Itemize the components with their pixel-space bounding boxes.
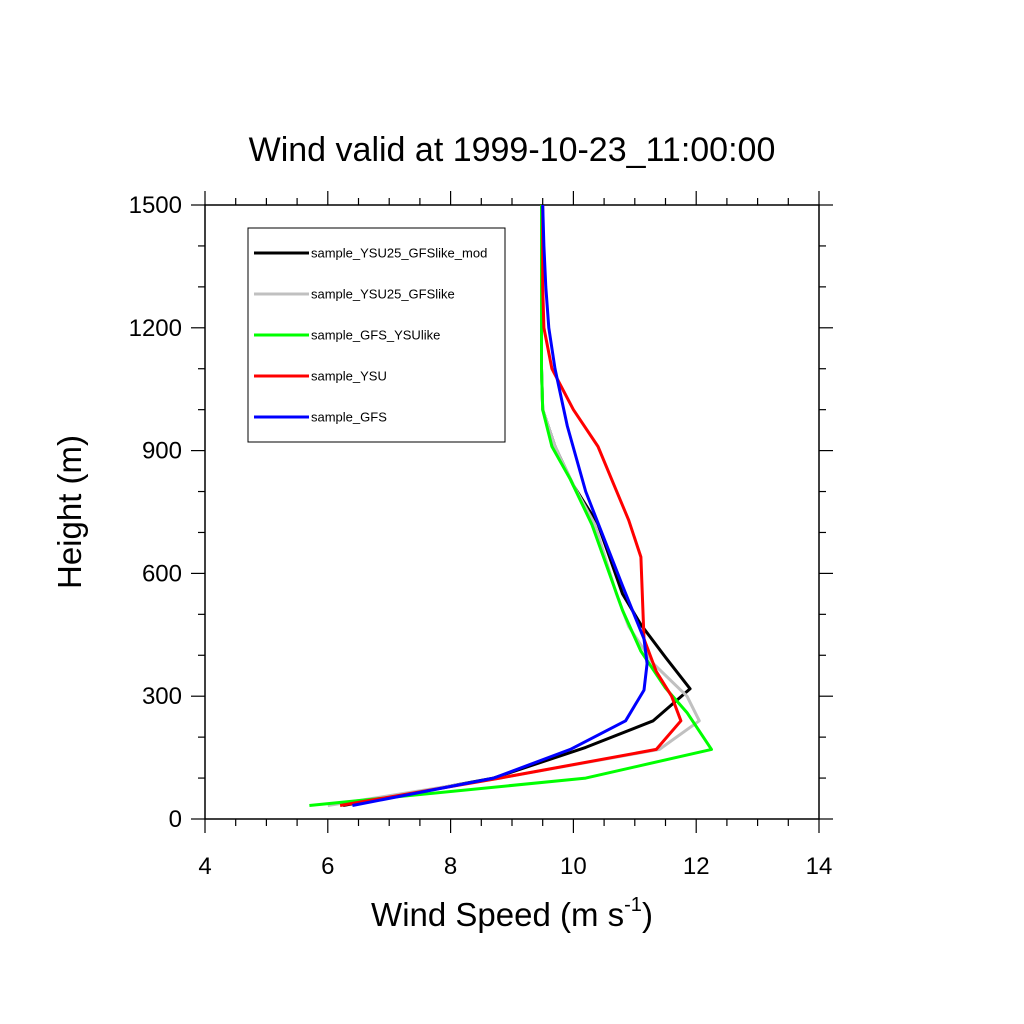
x-axis-label: Wind Speed (m s-1)	[371, 894, 653, 933]
x-tick-label: 10	[560, 853, 587, 880]
axis-ticks	[191, 191, 833, 833]
y-tick-label: 900	[142, 438, 182, 465]
y-tick-label: 300	[142, 683, 182, 710]
series-lines	[309, 204, 713, 807]
x-tick-label: 8	[444, 853, 457, 880]
legend-label: sample_YSU25_GFSlike	[311, 287, 455, 302]
series-line-sample_YSU	[339, 205, 683, 807]
legend-label: sample_GFS_YSUlike	[311, 328, 440, 343]
x-tick-labels: 4 6 8 10 12 14	[198, 853, 832, 880]
legend-label: sample_GFS	[311, 410, 387, 425]
series-line-sample_GFS	[352, 204, 649, 807]
series-line-sample_GFS_YSUlike	[309, 205, 713, 807]
x-tick-label: 6	[321, 853, 334, 880]
x-tick-label: 14	[806, 853, 833, 880]
y-tick-labels: 0 300 600 900 1200 1500	[129, 192, 182, 833]
y-tick-label: 1200	[129, 315, 182, 342]
x-tick-label: 4	[198, 853, 211, 880]
legend-label: sample_YSU	[311, 369, 387, 384]
x-tick-label: 12	[683, 853, 710, 880]
y-tick-label: 0	[169, 806, 182, 833]
legend-label: sample_YSU25_GFSlike_mod	[311, 246, 487, 261]
legend: sample_YSU25_GFSlike_mod sample_YSU25_GFS…	[247, 227, 506, 443]
chart-title: Wind valid at 1999-10-23_11:00:00	[249, 131, 776, 169]
y-tick-label: 1500	[129, 192, 182, 219]
y-tick-label: 600	[142, 560, 182, 587]
y-axis-label: Height (m)	[51, 435, 88, 589]
